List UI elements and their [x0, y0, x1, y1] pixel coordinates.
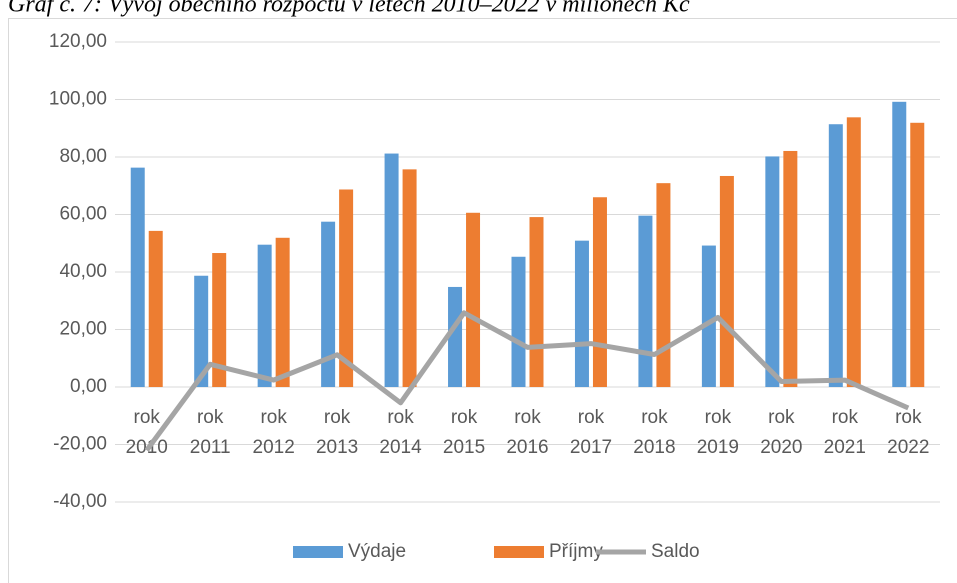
bar	[828, 124, 843, 387]
x-tick-label: rok 2015	[443, 407, 485, 458]
bar	[656, 183, 671, 387]
bar	[701, 245, 716, 387]
y-tick-label: 60,00	[59, 204, 107, 225]
x-tick-label: rok 2017	[570, 407, 612, 458]
chart-frame	[8, 18, 957, 583]
x-tick-label: rok 2018	[633, 407, 675, 458]
bar	[592, 197, 607, 387]
legend-label: Příjmy	[549, 541, 603, 562]
legend-label: Výdaje	[348, 541, 406, 562]
bar	[638, 215, 653, 387]
chart-title: Graf č. 7: Vývoj obecního rozpočtu v let…	[8, 0, 691, 18]
bar	[212, 253, 227, 387]
x-tick-label: rok 2012	[253, 407, 295, 458]
y-tick-label: 100,00	[49, 89, 107, 110]
x-tick-label: rok 2013	[316, 407, 358, 458]
bar	[892, 101, 907, 388]
bar	[466, 212, 481, 387]
bar	[402, 169, 417, 387]
bar	[194, 275, 209, 387]
y-tick-label: 80,00	[59, 146, 107, 167]
bar	[339, 189, 354, 387]
y-tick-label: 40,00	[59, 261, 107, 282]
bar	[783, 150, 798, 387]
x-tick-label: rok 2016	[506, 407, 548, 458]
x-tick-label: rok 2021	[824, 407, 866, 458]
bar	[765, 156, 780, 387]
bar	[275, 237, 290, 387]
y-tick-label: 0,00	[70, 376, 107, 397]
legend-swatch	[293, 546, 343, 558]
bar	[130, 167, 145, 387]
bar	[846, 117, 861, 387]
bar	[448, 286, 463, 387]
x-tick-label: rok 2022	[887, 407, 929, 458]
x-tick-label: rok 2019	[697, 407, 739, 458]
y-tick-label: 120,00	[49, 31, 107, 52]
x-tick-label: rok 2014	[379, 407, 422, 458]
line-series	[144, 310, 910, 452]
bar	[257, 244, 272, 387]
bar	[574, 240, 589, 387]
legend-swatch	[494, 546, 544, 558]
x-tick-label: rok 2011	[190, 407, 231, 458]
bar	[148, 230, 163, 387]
y-tick-label: 20,00	[59, 319, 107, 340]
y-tick-label: -20,00	[53, 434, 107, 455]
bar	[719, 175, 734, 387]
x-tick-label: rok 2020	[760, 407, 802, 458]
bar	[910, 122, 925, 387]
bar	[384, 153, 399, 387]
bar	[321, 221, 336, 387]
y-tick-label: -40,00	[53, 491, 107, 512]
bar	[529, 217, 544, 387]
legend-label: Saldo	[651, 541, 700, 562]
bar	[511, 256, 526, 387]
